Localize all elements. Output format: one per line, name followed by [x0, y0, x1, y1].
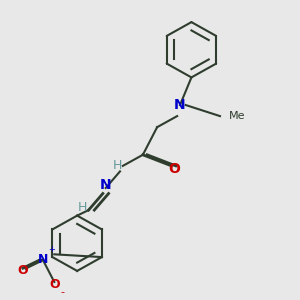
Text: N: N	[174, 98, 186, 112]
Text: +: +	[49, 245, 56, 254]
Text: H: H	[112, 159, 122, 172]
Text: O: O	[17, 264, 28, 278]
Text: N: N	[100, 178, 112, 192]
Text: O: O	[168, 162, 180, 176]
Text: H: H	[78, 201, 88, 214]
Text: O: O	[49, 278, 60, 291]
Text: Me: Me	[229, 111, 245, 121]
Text: N: N	[38, 254, 48, 266]
Text: -: -	[60, 287, 64, 298]
